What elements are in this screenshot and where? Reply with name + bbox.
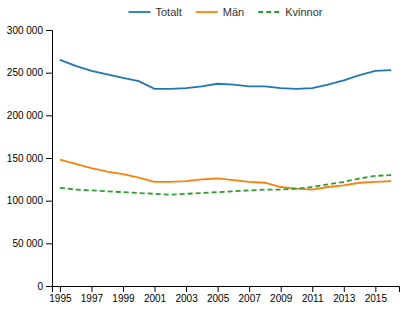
x-tick-mark bbox=[186, 286, 187, 292]
x-tick-mark bbox=[60, 286, 61, 292]
x-tick-mark bbox=[155, 286, 156, 292]
x-tick: 1999 bbox=[112, 286, 135, 304]
x-tick-mark bbox=[91, 286, 92, 292]
x-tick: 2005 bbox=[207, 286, 230, 304]
y-tick-label: 100 000 bbox=[7, 195, 44, 206]
x-tick-label: 2009 bbox=[270, 293, 293, 304]
x-tick-label: 2001 bbox=[144, 293, 167, 304]
legend-swatch bbox=[196, 11, 218, 13]
y-tick-label: 300 000 bbox=[7, 25, 44, 36]
y-tick-mark bbox=[46, 158, 52, 159]
x-tick-label: 2007 bbox=[239, 293, 262, 304]
legend-swatch bbox=[129, 11, 151, 13]
x-tick-label: 2013 bbox=[333, 293, 356, 304]
chart: 1995 1997 1999 2001 2003 2005 2007 2009 2011 2013… bbox=[0, 0, 413, 310]
x-axis: 1995 1997 1999 2001 2003 2005 2007 2009 2011 2013… bbox=[49, 286, 399, 304]
legend: Totalt Män Kvinnor bbox=[129, 6, 323, 18]
legend-label: Män bbox=[223, 6, 244, 18]
x-tick-mark bbox=[375, 286, 376, 292]
x-tick-label: 2011 bbox=[302, 293, 324, 304]
y-tick: 300 000 bbox=[7, 25, 52, 36]
x-tick: 1995 bbox=[49, 286, 72, 304]
legend-label: Kvinnor bbox=[285, 6, 323, 18]
x-tick-label: 1995 bbox=[49, 293, 72, 304]
x-tick: 2007 bbox=[239, 286, 262, 304]
x-tick: 2001 bbox=[144, 286, 167, 304]
x-tick-label: 2003 bbox=[175, 293, 198, 304]
y-tick: 150 000 bbox=[7, 153, 52, 164]
x-tick-label: 1999 bbox=[112, 293, 135, 304]
y-tick-label: 50 000 bbox=[12, 238, 43, 249]
x-tick: 2003 bbox=[175, 286, 198, 304]
x-tick: 2015 bbox=[365, 286, 388, 304]
y-tick: 200 000 bbox=[7, 110, 52, 121]
legend-item: Kvinnor bbox=[258, 6, 323, 18]
x-tick-mark bbox=[249, 286, 250, 292]
y-axis: 0 50 000 100 000 150 000 200 000 250 000 300 0… bbox=[7, 25, 53, 292]
plot-area bbox=[60, 60, 391, 195]
y-tick-mark bbox=[46, 30, 52, 31]
x-tick: 2011 bbox=[302, 286, 324, 304]
x-tick: 2013 bbox=[333, 286, 356, 304]
series-line bbox=[60, 175, 391, 195]
y-tick: 100 000 bbox=[7, 195, 52, 206]
y-tick: 250 000 bbox=[7, 67, 52, 78]
x-tick: 2009 bbox=[270, 286, 293, 304]
x-tick-mark bbox=[312, 286, 313, 292]
y-tick-label: 150 000 bbox=[7, 153, 44, 164]
x-tick-label: 2005 bbox=[207, 293, 230, 304]
legend-item: Totalt bbox=[129, 6, 182, 18]
y-tick-mark bbox=[46, 286, 52, 287]
x-tick-label: 2015 bbox=[365, 293, 388, 304]
y-tick: 0 bbox=[37, 281, 52, 292]
y-tick: 50 000 bbox=[12, 238, 52, 249]
x-axis-line bbox=[53, 287, 400, 293]
series-line bbox=[60, 160, 391, 190]
y-tick-mark bbox=[46, 243, 52, 244]
series-line bbox=[60, 60, 391, 89]
legend-label: Totalt bbox=[156, 6, 182, 18]
y-tick-label: 250 000 bbox=[7, 67, 44, 78]
x-tick-label: 1997 bbox=[81, 293, 104, 304]
y-tick-mark bbox=[46, 201, 52, 202]
y-tick-mark bbox=[46, 115, 52, 116]
legend-item: Män bbox=[196, 6, 244, 18]
x-tick-mark bbox=[344, 286, 345, 292]
x-tick-mark bbox=[218, 286, 219, 292]
y-tick-label: 200 000 bbox=[7, 110, 44, 121]
y-axis-line bbox=[46, 31, 53, 287]
legend-swatch bbox=[258, 11, 280, 13]
x-tick-mark bbox=[281, 286, 282, 292]
y-tick-mark bbox=[46, 73, 52, 74]
x-tick-mark bbox=[123, 286, 124, 292]
x-tick: 1997 bbox=[81, 286, 104, 304]
y-tick-label: 0 bbox=[37, 281, 43, 292]
